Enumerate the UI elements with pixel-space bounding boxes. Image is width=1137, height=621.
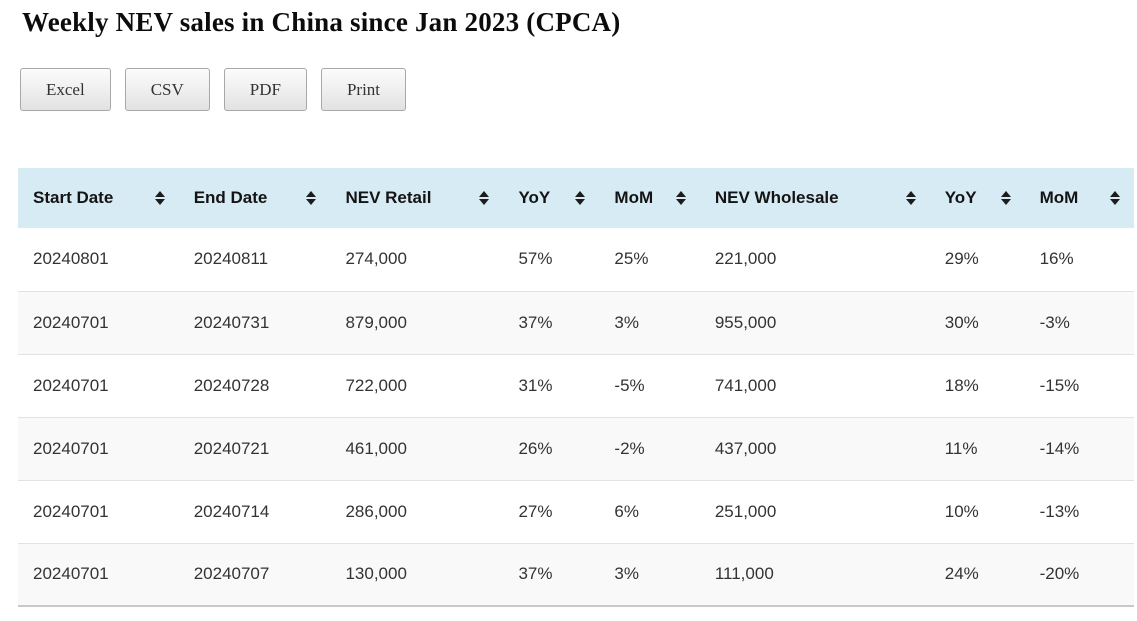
column-header-end-date[interactable]: End Date [178,168,331,228]
column-header-label: Start Date [33,188,114,207]
sort-both-icon [479,191,490,205]
sort-both-icon [306,191,317,205]
cell-end-date: 20240811 [193,249,269,269]
column-header-label: YoY [944,188,977,207]
cell-nev-wholesale: 221,000 [714,249,777,269]
cell-end-date: 20240721 [178,416,331,480]
cell-nev-wholesale: 741,000 [699,353,930,417]
sort-both-icon [1000,191,1011,205]
cell-nev-retail: 274,000 [345,249,407,269]
cell-wholesale-mom: -15% [1024,353,1134,417]
page-title: Weekly NEV sales in China since Jan 2023… [22,7,621,37]
sort-both-icon [1110,191,1120,205]
table-row: 20240701 20240721 461,000 26% -2% 437,00… [18,416,1134,480]
column-header-label: End Date [193,188,268,207]
cell-wholesale-mom: -20% [1024,542,1134,607]
cell-retail-yoy: 57% [518,249,553,269]
cell-wholesale-yoy: 10% [929,479,1025,543]
cell-retail-yoy: 37% [503,542,600,607]
column-header-wholesale-yoy[interactable]: YoY [929,168,1025,228]
cell-start-date: 20240701 [18,290,179,354]
cell-nev-retail: 879,000 [330,290,504,354]
cell-start-date: 20240701 [18,542,179,607]
cell-start-date: 20240701 [18,479,179,543]
excel-button[interactable]: Excel [20,68,111,111]
column-header-nev-wholesale[interactable]: NEV Wholesale [699,168,930,228]
cell-end-date: 20240714 [178,479,331,543]
sort-both-icon [905,191,916,205]
column-header-retail-yoy[interactable]: YoY [503,168,600,228]
export-toolbar: Excel CSV PDF Print [20,68,1137,111]
cell-end-date: 20240707 [178,542,331,607]
column-header-label: MoM [1039,188,1079,207]
sort-both-icon [154,191,165,205]
cell-nev-wholesale: 111,000 [699,542,930,607]
cell-retail-yoy: 27% [503,479,600,543]
cell-nev-retail: 130,000 [330,542,504,607]
cell-wholesale-yoy: 30% [929,290,1025,354]
cell-nev-wholesale: 251,000 [699,479,930,543]
column-header-label: NEV Retail [345,188,432,207]
cell-wholesale-yoy: 18% [929,353,1025,417]
cell-retail-mom: 25% [614,249,649,269]
cell-retail-mom: 3% [599,542,700,607]
pdf-button[interactable]: PDF [223,68,307,111]
nev-sales-table: Start Date End Date NEV Retail [18,168,1134,607]
cell-retail-mom: -2% [599,416,700,480]
cell-retail-mom: 6% [599,479,700,543]
column-header-label: MoM [614,188,654,207]
print-button[interactable]: Print [320,68,407,111]
cell-wholesale-mom: -14% [1024,416,1134,480]
cell-end-date: 20240731 [178,290,331,354]
table-row: 20240701 20240714 286,000 27% 6% 251,000… [18,479,1134,543]
sort-both-icon [575,191,586,205]
column-header-label: YoY [518,188,551,207]
cell-wholesale-mom: -13% [1024,479,1134,543]
cell-wholesale-mom: -3% [1024,290,1134,354]
cell-start-date: 20240801 [33,249,109,269]
cell-end-date: 20240728 [178,353,331,417]
column-header-nev-retail[interactable]: NEV Retail [330,168,504,228]
cell-start-date: 20240701 [18,416,179,480]
column-header-label: NEV Wholesale [714,188,839,207]
csv-button[interactable]: CSV [124,68,210,111]
cell-nev-retail: 461,000 [330,416,504,480]
cell-wholesale-yoy: 24% [929,542,1025,607]
cell-nev-wholesale: 955,000 [699,290,930,354]
column-header-retail-mom[interactable]: MoM [599,168,700,228]
cell-retail-mom: 3% [599,290,700,354]
table-row: 20240701 20240731 879,000 37% 3% 955,000… [18,290,1134,354]
cell-retail-mom: -5% [599,353,700,417]
cell-retail-yoy: 26% [503,416,600,480]
table-row: 20240801 20240811 274,000 57% 25% 221,00… [18,228,1134,291]
cell-nev-wholesale: 437,000 [699,416,930,480]
cell-retail-yoy: 37% [503,290,600,354]
sort-both-icon [675,191,686,205]
page: Weekly NEV sales in China since Jan 2023… [0,7,1137,607]
column-header-start-date[interactable]: Start Date [18,168,179,228]
cell-wholesale-yoy: 29% [944,249,979,269]
cell-wholesale-mom: 16% [1039,249,1074,269]
column-header-wholesale-mom[interactable]: MoM [1024,168,1134,228]
cell-wholesale-yoy: 11% [929,416,1025,480]
cell-start-date: 20240701 [18,353,179,417]
cell-retail-yoy: 31% [503,353,600,417]
table-row: 20240701 20240707 130,000 37% 3% 111,000… [18,542,1134,607]
table-row: 20240701 20240728 722,000 31% -5% 741,00… [18,353,1134,417]
table-header-row: Start Date End Date NEV Retail [18,168,1134,228]
cell-nev-retail: 286,000 [330,479,504,543]
cell-nev-retail: 722,000 [330,353,504,417]
